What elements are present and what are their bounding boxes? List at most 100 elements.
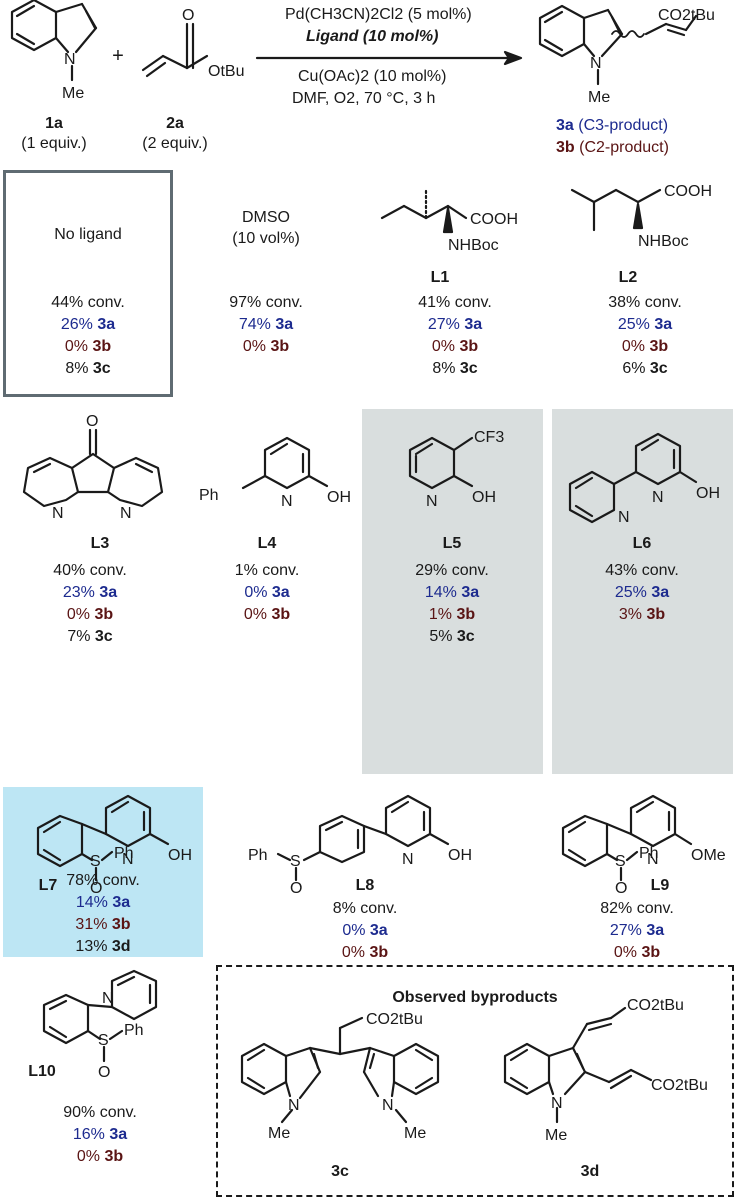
l6-results: 43% conv. 25% 3a 3% 3b xyxy=(605,562,679,623)
n-atom: N xyxy=(426,493,438,510)
phenyl-label: Ph xyxy=(199,487,219,504)
n-atom: N xyxy=(64,51,76,68)
l3-results: 40% conv. 23% 3a 0% 3b 7% 3c xyxy=(53,562,127,645)
ligand-l7-structure: N OH S Ph xyxy=(36,794,192,882)
condition-catalyst: Pd(CH3CN)2Cl2 (5 mol%) xyxy=(285,6,472,23)
ligand-l9-structure: N OMe S Ph xyxy=(561,794,726,882)
l7-results-values: 78% conv. 14% 3a 31% 3b 13% 3d xyxy=(66,872,140,955)
byproduct-3c-label: 3c xyxy=(331,1163,349,1180)
ligand-l7-label: L7 xyxy=(38,877,58,894)
ester-label: CO2tBu xyxy=(651,1077,708,1094)
byproduct-3d-label: 3d xyxy=(580,1163,600,1180)
ligand-l10-label: L10 xyxy=(28,1063,56,1080)
ligand-l9-label: L9 xyxy=(650,877,670,894)
ligand-l2-structure: COOH NHBoc xyxy=(570,183,712,250)
reactant-1a-label: 1a xyxy=(45,115,63,132)
ligand-l6-label: L6 xyxy=(632,535,652,552)
dmso-results: 97% conv. 74% 3a 0% 3b xyxy=(229,294,303,355)
cooh-label: COOH xyxy=(470,211,518,228)
no-ligand-frame xyxy=(3,170,173,397)
hydroxyl-label: OH xyxy=(472,489,496,506)
methyl-label: Me xyxy=(62,85,84,102)
l9-results: 82% conv. 27% 3a 0% 3b xyxy=(600,900,674,961)
condition-oxidant: Cu(OAc)2 (10 mol%) xyxy=(298,68,447,85)
l2-results: 38% conv. 25% 3a 0% 3b 6% 3c xyxy=(608,294,682,377)
n-atom: N xyxy=(102,990,114,1007)
byproducts-title: Observed byproducts xyxy=(392,989,558,1006)
carbonyl-oxygen: O xyxy=(182,7,194,24)
ligand-l2-label: L2 xyxy=(618,269,638,286)
ligand-l8-structure: N OH Ph S xyxy=(248,794,472,882)
ligand-l4-structure: Ph N OH xyxy=(199,436,351,510)
methyl-label: Me xyxy=(268,1125,290,1142)
reaction-arrow xyxy=(255,50,523,66)
ligand-l3-label: L3 xyxy=(90,535,110,552)
byproducts-box xyxy=(216,965,734,1197)
n-atom: N xyxy=(551,1095,563,1112)
n-atom: N xyxy=(618,509,630,526)
reactant-2a-equiv: (2 equiv.) xyxy=(142,135,208,152)
ligand-l1-structure: COOH NHBoc xyxy=(380,186,518,254)
l7-sulfoxide-oxygen: O xyxy=(90,880,103,897)
conversion: 44% conv. xyxy=(51,294,125,311)
no-ligand-results: 44% conv. 26% 3a 0% 3b 8% 3c xyxy=(5,292,171,380)
hydroxyl-label: OH xyxy=(696,485,720,502)
nhboc-label: NHBoc xyxy=(448,237,499,254)
l7-highlight xyxy=(3,787,203,957)
ligand-l3-structure: O N N xyxy=(22,413,164,522)
reactant-2a-label: 2a xyxy=(166,115,184,132)
l5-results: 29% conv. 14% 3a 1% 3b 5% 3c xyxy=(415,562,489,645)
l4-results: 1% conv. 0% 3a 0% 3b xyxy=(234,562,300,623)
l6-highlight xyxy=(552,409,733,774)
n-atom: N xyxy=(281,493,293,510)
n-atom: N xyxy=(122,851,134,868)
n-atom: N xyxy=(382,1097,394,1114)
methyl-label: Me xyxy=(588,89,610,106)
ligand-l6-structure: N N OH xyxy=(568,432,720,526)
n-atom: N xyxy=(647,851,659,868)
cooh-label: COOH xyxy=(664,183,712,200)
reactant-1a-structure: N Me xyxy=(10,0,98,102)
methyl-label: Me xyxy=(545,1127,567,1144)
methoxy-label: OMe xyxy=(691,847,726,864)
sulfur-atom: S xyxy=(98,1032,109,1049)
sulfoxide-oxygen: O xyxy=(98,1064,110,1081)
ester-label: CO2tBu xyxy=(627,997,684,1014)
plus-sign: + xyxy=(112,45,124,67)
n-atom: N xyxy=(590,55,602,72)
hydroxyl-label: OH xyxy=(327,489,351,506)
hydroxyl-label: OH xyxy=(168,847,192,864)
otbu-label: OtBu xyxy=(208,63,244,80)
l5-highlight xyxy=(362,409,543,774)
l10-results: 90% conv. 16% 3a 0% 3b xyxy=(63,1104,137,1165)
l8-results: 8% conv. 0% 3a 0% 3b xyxy=(332,900,398,961)
ester-label: CO2tBu xyxy=(658,7,715,24)
byproduct-3c-structure: CO2tBu N Me N Me xyxy=(240,1011,440,1142)
condition-solvent: DMF, O2, 70 °C, 3 h xyxy=(292,90,436,107)
phenyl-label: Ph xyxy=(248,847,268,864)
dmso-amount: (10 vol%) xyxy=(232,230,300,247)
n-atom: N xyxy=(652,489,664,506)
phenyl-label: Ph xyxy=(124,1022,144,1039)
phenyl-label: Ph xyxy=(639,845,659,862)
l9-sulfoxide-oxygen: O xyxy=(615,880,628,897)
condition-ligand: Ligand (10 mol%) xyxy=(306,28,439,45)
sulfur-atom: S xyxy=(615,853,626,870)
ketone-oxygen: O xyxy=(86,413,98,430)
l8-sulfoxide-oxygen: O xyxy=(290,880,303,897)
nhboc-label: NHBoc xyxy=(638,233,689,250)
phenyl-label: Ph xyxy=(114,845,134,862)
l1-results: 41% conv. 27% 3a 0% 3b 8% 3c xyxy=(418,294,492,377)
n-atom: N xyxy=(120,505,132,522)
sulfur-atom: S xyxy=(90,853,101,870)
cf3-label: CF3 xyxy=(474,429,504,446)
ligand-l1-label: L1 xyxy=(430,269,450,286)
product-structure: N Me CO2tBu xyxy=(538,4,715,106)
hydroxyl-label: OH xyxy=(448,847,472,864)
dmso-title: DMSO xyxy=(242,209,290,226)
ligand-l8-label: L8 xyxy=(355,877,375,894)
ligand-l5-structure: CF3 N OH xyxy=(408,429,504,510)
byproduct-3d-structure: CO2tBu CO2tBu N Me xyxy=(503,997,708,1144)
product-3a-label: 3a (C3-product) xyxy=(556,117,669,134)
reactant-2a-structure: O OtBu xyxy=(141,7,244,80)
